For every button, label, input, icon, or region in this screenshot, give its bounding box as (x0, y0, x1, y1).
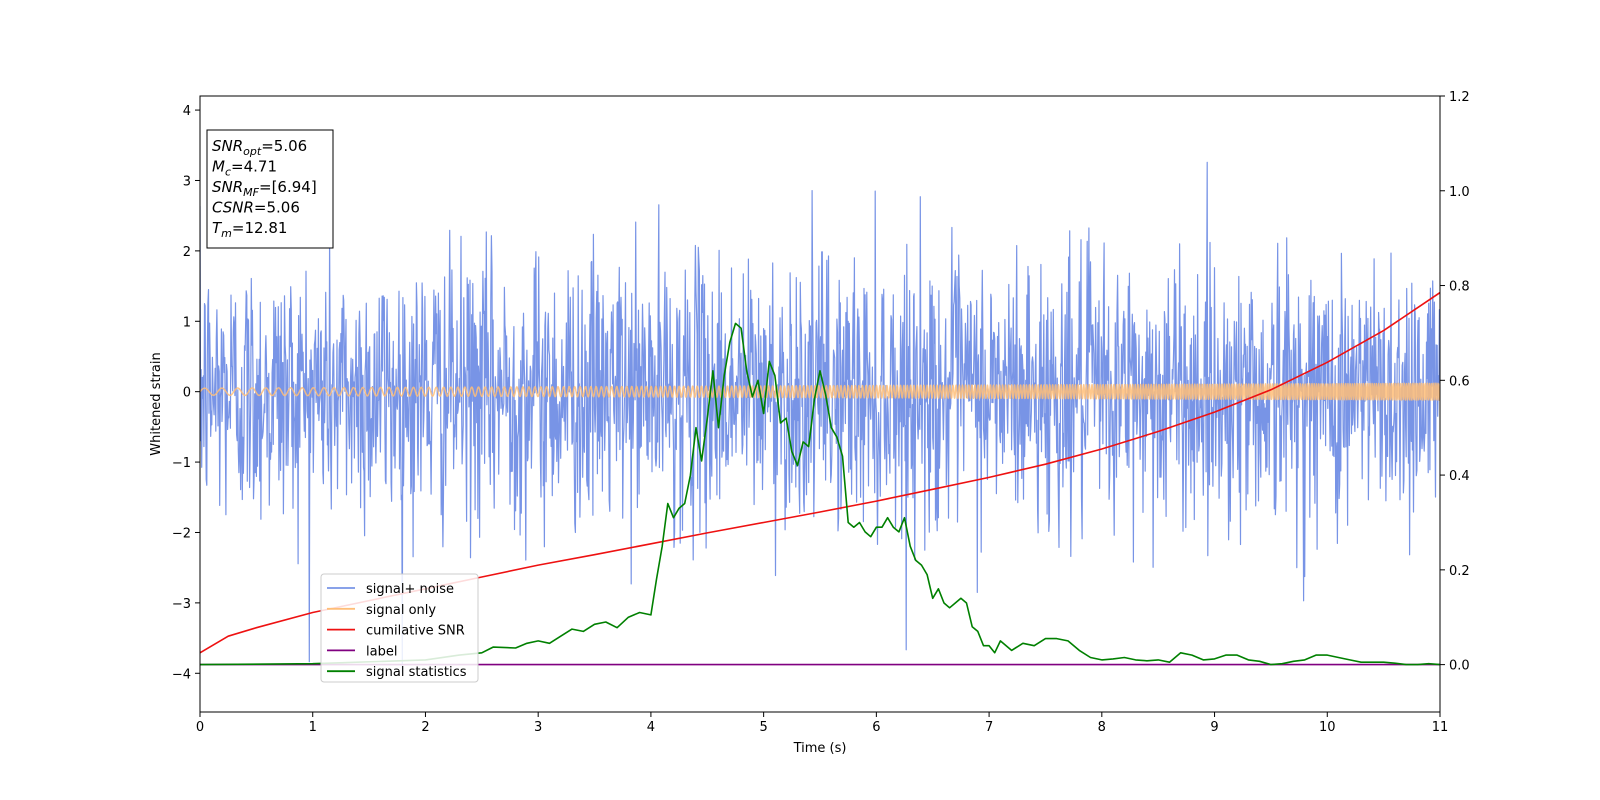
info-line: SNRMF=[6.94] (212, 178, 317, 199)
legend-entry: signal only (366, 603, 436, 618)
y2-tick-label: 0.2 (1449, 564, 1470, 579)
info-value: =4.71 (231, 158, 277, 176)
info-value: =5.06 (261, 137, 307, 155)
x-axis: 0 1 2 3 4 5 6 7 8 9 10 11 (196, 712, 1448, 735)
info-subscript: c (225, 166, 231, 179)
x-tick-label: 7 (985, 720, 993, 735)
x-tick-label: 0 (196, 720, 204, 735)
x-tick-label: 11 (1432, 720, 1449, 735)
legend-entry: label (366, 644, 397, 659)
y2-tick-label: 0.4 (1449, 469, 1470, 484)
info-symbol: M (212, 158, 225, 176)
x-tick-label: 10 (1319, 720, 1336, 735)
x-tick-label: 3 (534, 720, 542, 735)
signal-statistics-line (200, 322, 1440, 666)
y2-tick-label: 1.0 (1449, 185, 1470, 200)
y-tick-label: −2 (172, 526, 191, 541)
legend-entry: signal statistics (366, 665, 467, 680)
legend-entry: cumilative SNR (366, 624, 465, 639)
info-subscript: m (221, 227, 232, 240)
y-tick-label: 3 (183, 174, 191, 189)
x-tick-label: 5 (759, 720, 767, 735)
plot-frame (199, 95, 1441, 713)
y2-tick-label: 1.2 (1449, 90, 1470, 105)
info-line: SNRopt=5.06 (212, 137, 307, 158)
x-tick-label: 6 (872, 720, 880, 735)
signal-series-line (200, 382, 1440, 401)
info-symbol: T (212, 219, 223, 237)
info-value: =[6.94] (259, 178, 317, 196)
info-value: =12.81 (232, 219, 288, 237)
info-subscript: MF (243, 186, 259, 199)
info-subscript: opt (243, 145, 262, 158)
y2-tick-label: 0.0 (1449, 659, 1470, 674)
info-value: =5.06 (254, 199, 300, 217)
x-tick-label: 4 (647, 720, 655, 735)
y-axis-label: Whitened strain (149, 352, 164, 455)
y-tick-label: 0 (183, 386, 191, 401)
info-line: CSNR=5.06 (212, 199, 300, 217)
y2-tick-label: 0.6 (1449, 374, 1470, 389)
x-axis-label: Time (s) (793, 741, 847, 756)
y-tick-label: 4 (183, 104, 191, 119)
x-tick-label: 1 (309, 720, 317, 735)
noise-series-line (200, 161, 1440, 673)
y-tick-label: −4 (172, 667, 191, 682)
legend-entry: signal+ noise (366, 582, 454, 597)
y-tick-label: −3 (172, 597, 191, 612)
info-symbol: SNR (212, 137, 243, 155)
info-box-frame (206, 129, 334, 249)
y2-tick-label: 0.8 (1449, 280, 1470, 295)
y-tick-label: −1 (172, 456, 191, 471)
info-line: Tm=12.81 (212, 219, 287, 240)
info-symbol: SNR (212, 178, 243, 196)
y-axis-right: 0.0 0.2 0.4 0.6 0.8 1.0 1.2 (1440, 90, 1470, 674)
y-axis-left: −4 −3 −2 −1 0 1 2 3 4 (172, 104, 200, 682)
x-tick-label: 2 (421, 720, 429, 735)
info-line: Mc=4.71 (212, 158, 277, 179)
x-tick-label: 8 (1098, 720, 1106, 735)
info-box: SNRopt=5.06Mc=4.71SNRMF=[6.94]CSNR=5.06T… (206, 129, 334, 249)
y-tick-label: 1 (183, 315, 191, 330)
legend: signal+ noise signal only cumilative SNR la… (320, 573, 479, 683)
x-tick-label: 9 (1210, 720, 1218, 735)
info-symbol: CSNR (212, 199, 254, 217)
legend-frame (320, 573, 479, 683)
y-tick-label: 2 (183, 245, 191, 260)
